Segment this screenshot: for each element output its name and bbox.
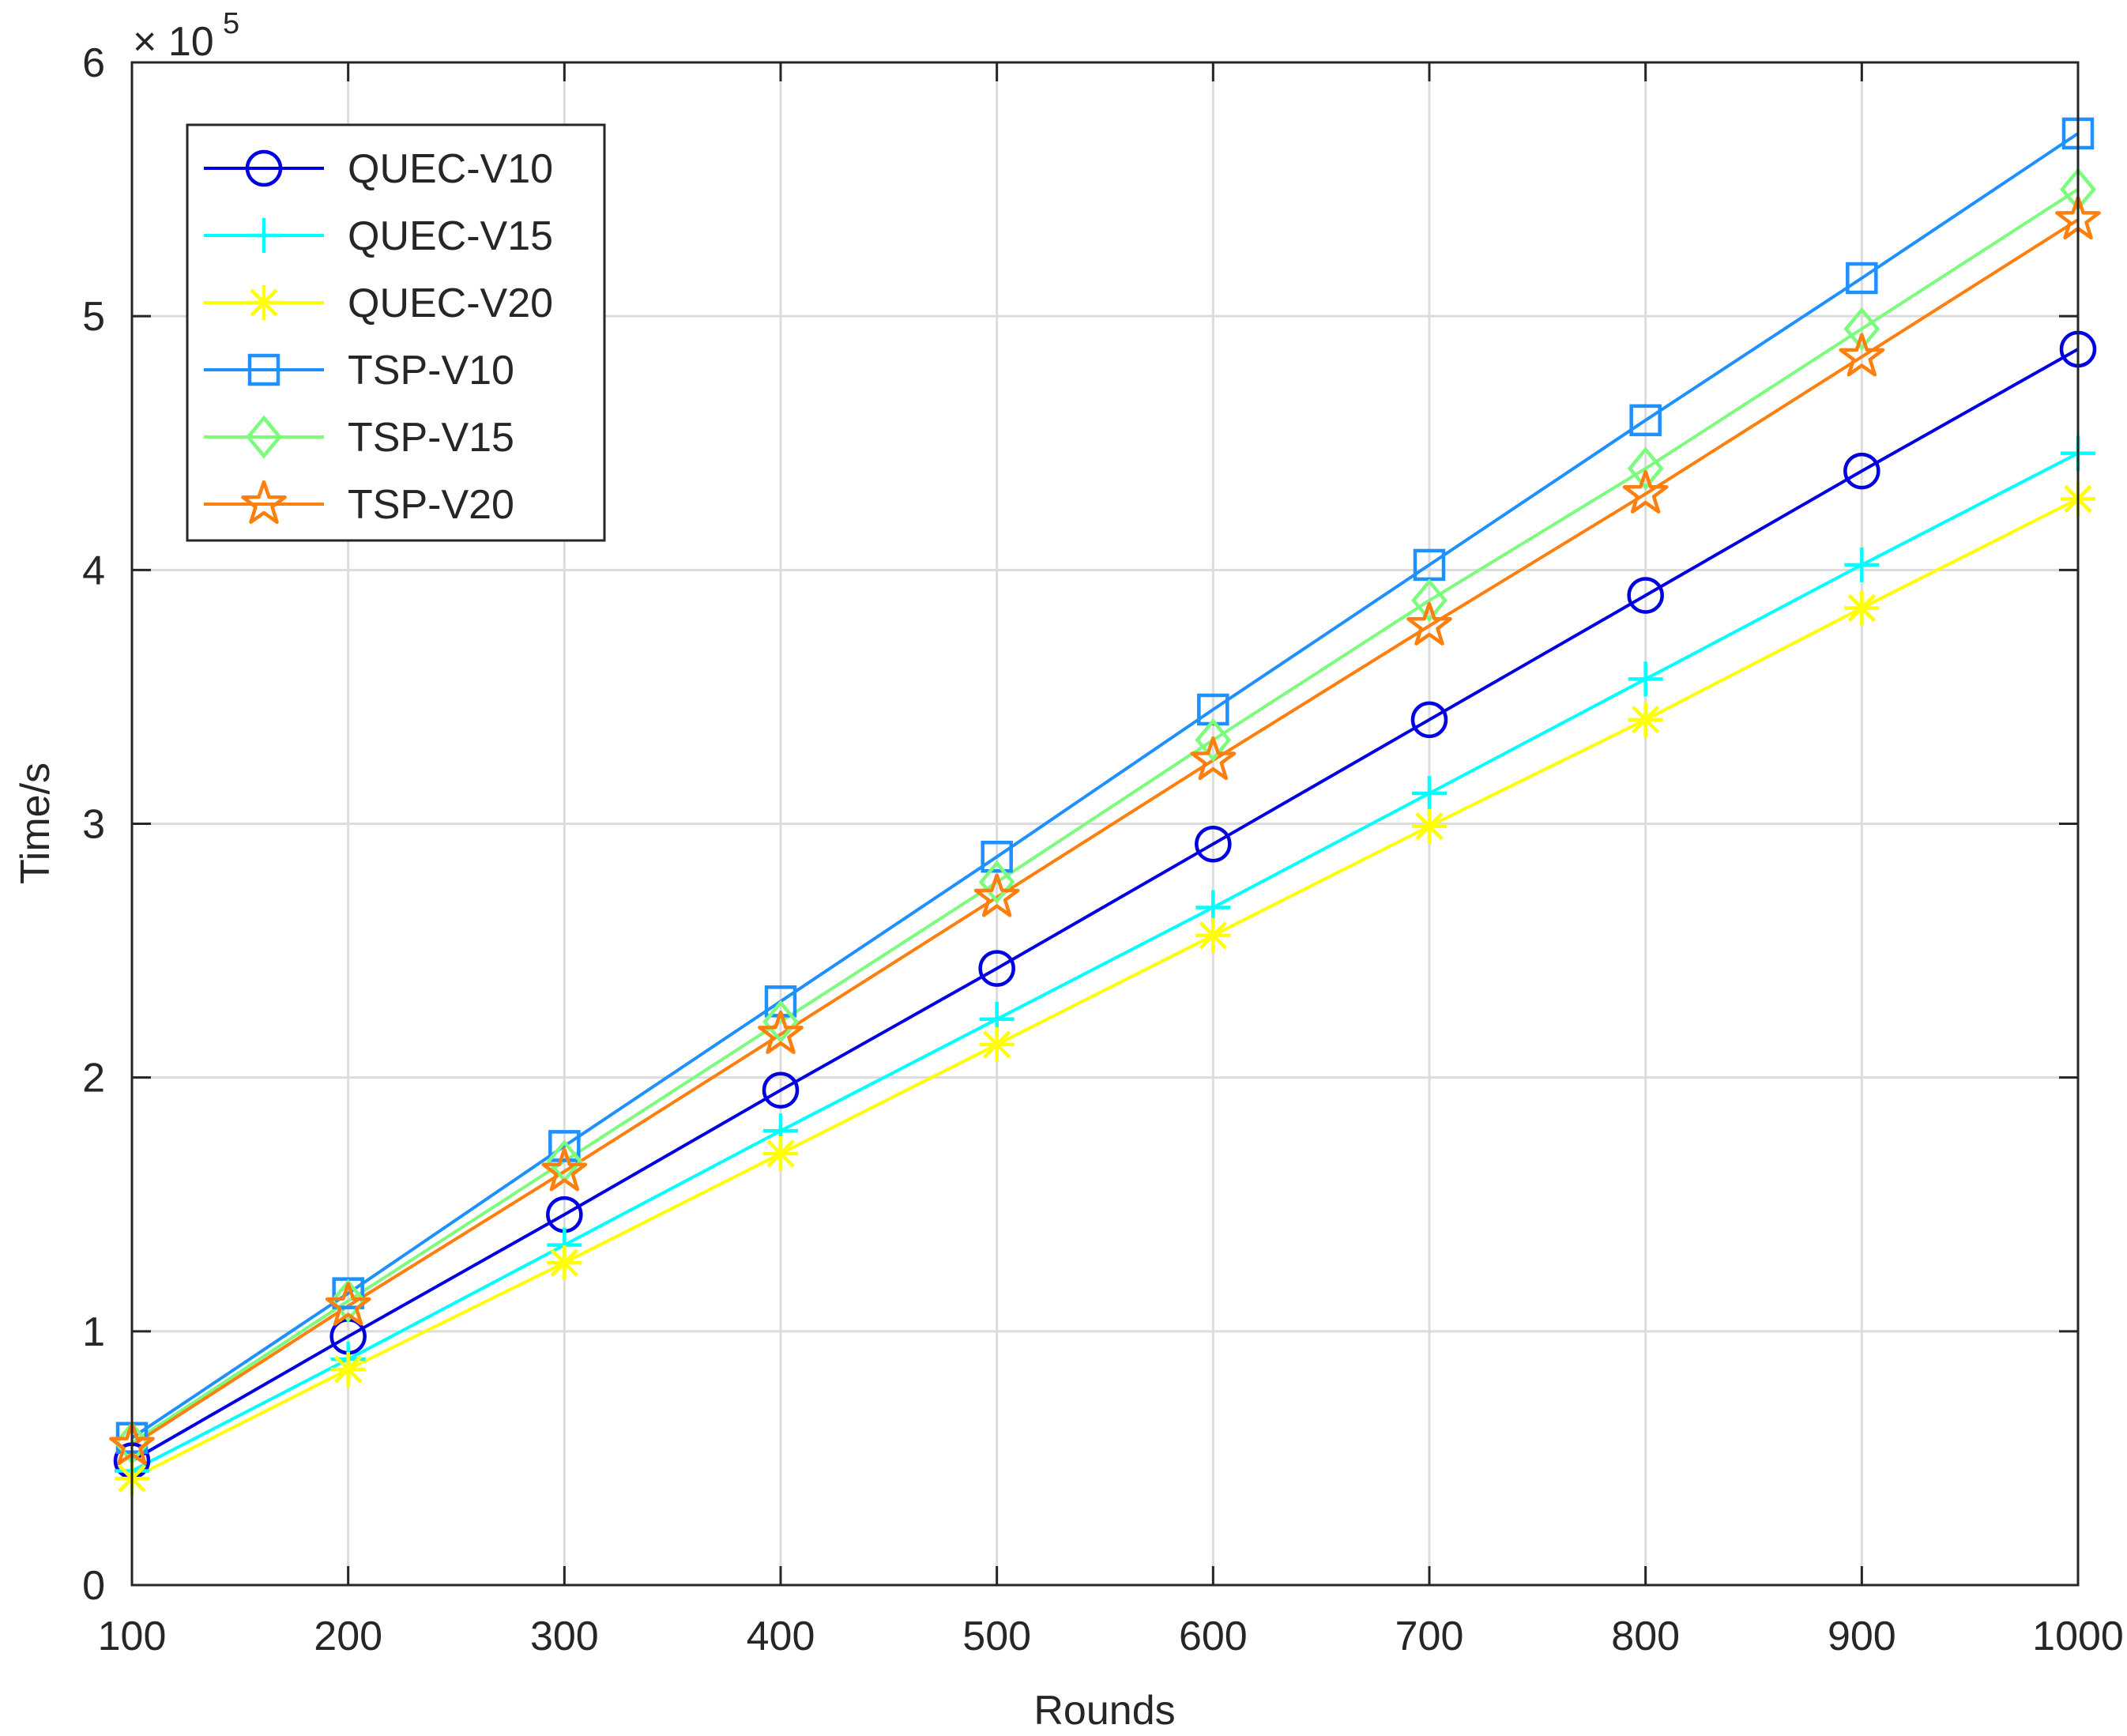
data-point-quec-v10 — [1627, 577, 1664, 614]
data-point-tsp-v10 — [1846, 262, 1878, 295]
data-point-tsp-v20 — [325, 1282, 371, 1326]
y-tick-label: 2 — [82, 1056, 105, 1101]
data-point-tsp-v10 — [548, 1130, 581, 1162]
y-axis-label: Time/s — [13, 763, 58, 884]
x-tick-label: 300 — [530, 1614, 599, 1659]
legend-marker — [247, 285, 281, 320]
series-line-tsp-v15 — [130, 187, 2080, 1444]
data-point-tsp-v15 — [1195, 718, 1232, 763]
x-tick-label: 700 — [1395, 1614, 1464, 1659]
legend-marker — [246, 415, 282, 459]
legend-label: QUEC-V10 — [348, 146, 553, 192]
legend-item: QUEC-V20 — [204, 281, 553, 326]
series-line-quec-v15 — [131, 451, 2079, 1473]
data-point-quec-v10 — [1195, 825, 1232, 863]
y-exponent-base: × 10 — [133, 19, 214, 65]
data-point-tsp-v15 — [1843, 307, 1880, 351]
series-line-tsp-v20 — [130, 218, 2080, 1448]
data-point-quec-v20 — [979, 1026, 1015, 1062]
legend-label: QUEC-V15 — [348, 213, 553, 259]
legend-marker — [241, 480, 287, 524]
data-point-tsp-v20 — [1839, 333, 1885, 377]
y-tick-label: 5 — [82, 294, 105, 340]
data-point-quec-v20 — [1195, 917, 1231, 953]
data-point-quec-v15 — [1412, 775, 1447, 811]
series-line-quec-v10 — [131, 348, 2079, 1463]
data-point-quec-v10 — [762, 1071, 800, 1109]
data-point-tsp-v10 — [1629, 404, 1662, 437]
legend-label: TSP-V10 — [348, 348, 514, 394]
series-lines — [130, 132, 2080, 1480]
legend-item: TSP-V10 — [204, 348, 514, 394]
y-exponent: × 10 5 — [133, 7, 239, 65]
legend-item: QUEC-V15 — [204, 213, 553, 259]
y-tick-label: 4 — [82, 548, 105, 593]
legend-item: QUEC-V10 — [204, 146, 553, 192]
data-point-tsp-v15 — [762, 1000, 799, 1044]
y-tick-label: 0 — [82, 1563, 105, 1609]
data-point-quec-v20 — [547, 1245, 582, 1281]
data-point-quec-v10 — [1410, 701, 1448, 739]
legend-item: TSP-V20 — [204, 480, 514, 528]
series-line-quec-v20 — [131, 497, 2079, 1480]
data-point-tsp-v10 — [981, 841, 1013, 873]
legend-marker — [245, 149, 283, 187]
legend-label: TSP-V15 — [348, 415, 514, 461]
x-tick-label: 100 — [98, 1614, 167, 1659]
data-point-quec-v20 — [1844, 590, 1880, 626]
ticks: 100 200 300 400 500 600 700 800 900 1000 0 1 2 3 4 5 6 — [82, 40, 2124, 1659]
legend-label: TSP-V20 — [348, 482, 514, 528]
x-tick-label: 1000 — [2032, 1614, 2124, 1659]
series-line-tsp-v10 — [130, 132, 2080, 1440]
legend-box — [186, 123, 606, 542]
x-tick-label: 500 — [962, 1614, 1031, 1659]
data-point-tsp-v15 — [1627, 446, 1664, 491]
x-tick-label: 400 — [747, 1614, 815, 1659]
data-point-quec-v15 — [1628, 661, 1663, 697]
x-tick-label: 800 — [1611, 1614, 1680, 1659]
y-exponent-power: 5 — [223, 7, 239, 40]
data-point-tsp-v20 — [973, 873, 1020, 917]
data-point-quec-v20 — [1628, 702, 1663, 737]
x-tick-label: 900 — [1828, 1614, 1896, 1659]
data-point-tsp-v20 — [1406, 601, 1452, 646]
legend-marker — [247, 353, 280, 386]
legend-item: TSP-V15 — [204, 415, 514, 461]
x-tick-label: 200 — [314, 1614, 382, 1659]
data-point-tsp-v20 — [758, 1010, 804, 1054]
y-tick-label: 6 — [82, 40, 105, 86]
data-point-tsp-v15 — [978, 860, 1015, 904]
data-point-tsp-v15 — [1411, 578, 1447, 623]
data-point-quec-v10 — [978, 950, 1015, 987]
data-point-tsp-v20 — [541, 1147, 588, 1192]
data-point-tsp-v10 — [332, 1277, 364, 1309]
data-point-quec-v15 — [1844, 547, 1880, 582]
data-point-quec-v10 — [1843, 452, 1880, 490]
data-point-quec-v20 — [1412, 808, 1447, 844]
legend: QUEC-V10 QUEC-V15 QUEC-V20 TSP-V10 TSP-V15 TS… — [186, 123, 606, 542]
legend-label: QUEC-V20 — [348, 281, 553, 326]
x-tick-label: 600 — [1179, 1614, 1248, 1659]
data-point-quec-v20 — [330, 1352, 366, 1388]
y-tick-label: 1 — [82, 1309, 105, 1355]
y-tick-label: 3 — [82, 802, 105, 848]
legend-marker — [247, 218, 281, 253]
data-point-tsp-v15 — [329, 1278, 367, 1323]
x-axis-label: Rounds — [1033, 1688, 1175, 1734]
data-point-tsp-v20 — [1190, 736, 1237, 781]
data-point-quec-v20 — [763, 1136, 798, 1172]
data-point-tsp-v20 — [1622, 469, 1669, 514]
